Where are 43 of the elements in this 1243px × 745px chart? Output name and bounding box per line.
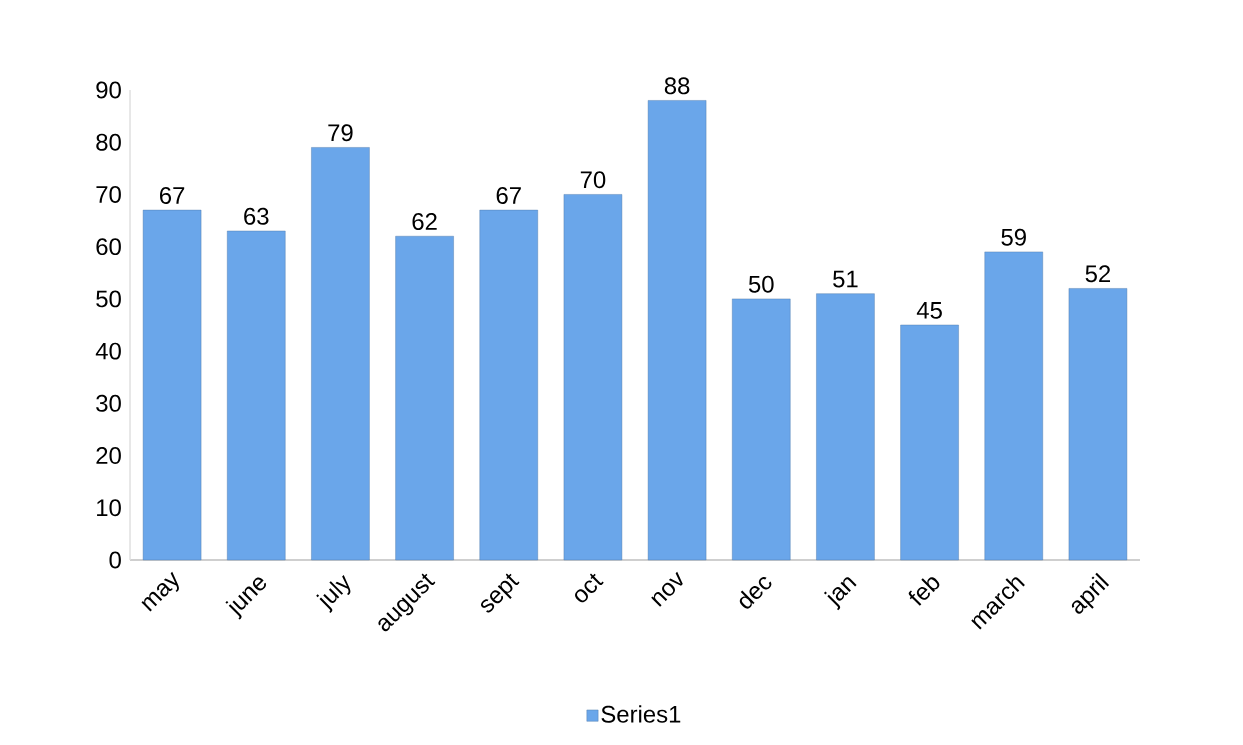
bar [142, 209, 202, 561]
data-label: 45 [916, 302, 942, 319]
x-tick-label: oct [575, 573, 604, 603]
x-tick-label: may [141, 571, 179, 612]
bar [816, 293, 875, 561]
x-tick-label: feb [908, 577, 940, 606]
data-label: 88 [664, 77, 690, 95]
y-tick-label: 60 [96, 238, 121, 256]
y-tick-label: 30 [96, 394, 121, 412]
y-tick-label: 80 [96, 133, 121, 151]
data-label: 63 [244, 207, 269, 225]
y-tick-label: 90 [96, 81, 121, 99]
bar [732, 298, 791, 561]
y-tick-label: 70 [96, 185, 121, 203]
y-tick-label: 10 [97, 499, 121, 517]
x-tick-label: sept [480, 573, 520, 613]
legend-label: Series1 [601, 705, 681, 723]
bar [311, 147, 370, 561]
data-label: 52 [1085, 265, 1111, 283]
y-tick-label: 0 [109, 551, 121, 569]
data-label: 62 [412, 213, 437, 231]
data-label: 70 [580, 171, 606, 189]
data-label: 50 [748, 275, 774, 293]
data-label: 59 [1001, 228, 1026, 246]
x-tick-label: nov [651, 571, 683, 607]
bar [1068, 288, 1128, 561]
y-tick-label: 40 [95, 342, 121, 360]
bar [984, 251, 1043, 561]
x-tick-label: dec [739, 577, 772, 609]
y-tick-label: 50 [96, 290, 121, 308]
bar [479, 209, 538, 561]
x-tick-label: july [316, 574, 351, 613]
bar [647, 100, 707, 561]
bar [900, 324, 959, 561]
bar [227, 230, 286, 561]
x-tick-label: jan [823, 577, 857, 611]
data-label: 51 [833, 270, 858, 288]
data-label: 67 [496, 186, 521, 204]
data-label: 79 [328, 124, 353, 142]
data-label: 67 [160, 186, 185, 204]
bar [395, 236, 454, 561]
y-tick-label: 20 [96, 447, 121, 465]
bar [563, 194, 623, 561]
